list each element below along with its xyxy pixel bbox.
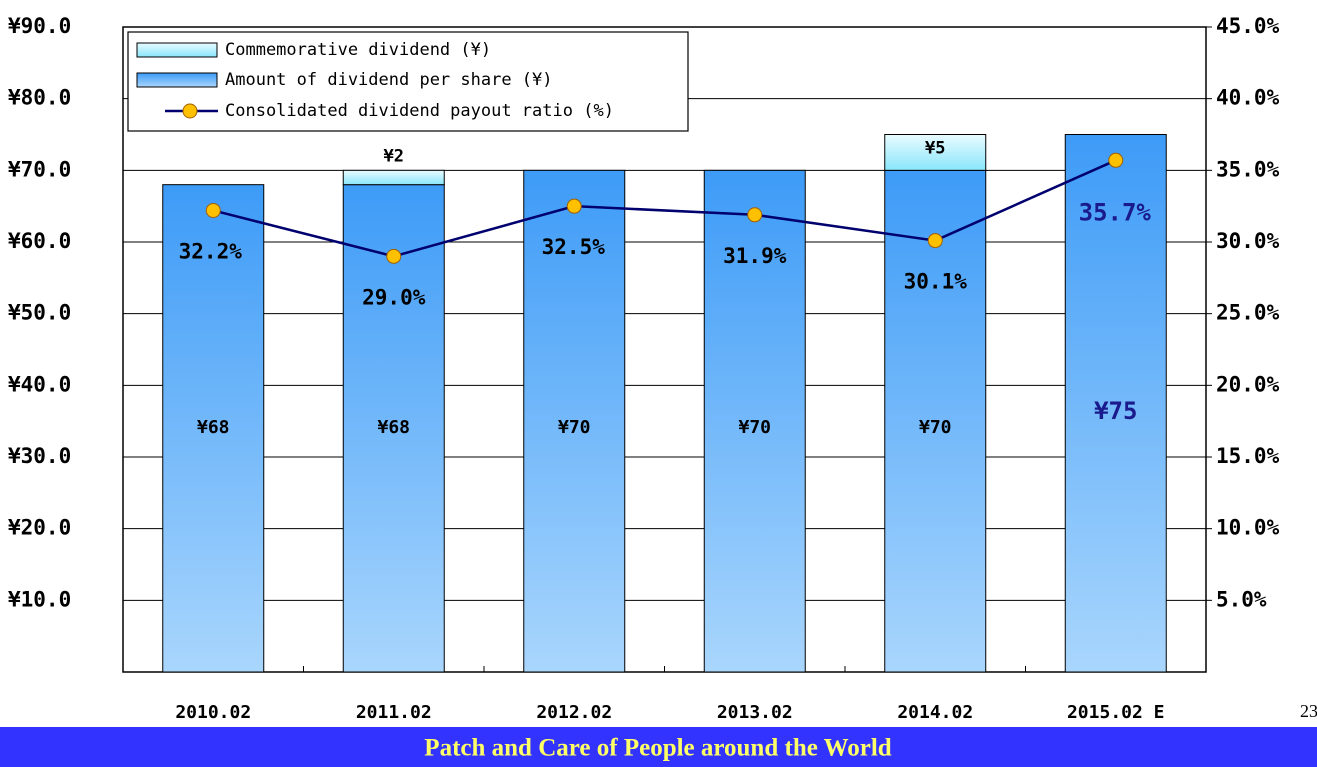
x-tick-label: 2015.02 E [1067, 702, 1165, 723]
bar [703, 169, 806, 673]
bar [342, 184, 445, 673]
ratio-label: 32.2% [179, 239, 243, 263]
ratio-marker [386, 248, 402, 264]
bar-label: ¥5 [925, 139, 945, 159]
y2-tick-label: 10.0% [1216, 516, 1280, 540]
bar [342, 169, 445, 186]
y2-tick-label: 20.0% [1216, 372, 1280, 396]
legend-label: Amount of dividend per share (¥) [225, 70, 553, 90]
legend-swatch [136, 42, 218, 58]
bar-label: ¥75 [1094, 397, 1137, 425]
bar-label: ¥70 [738, 417, 771, 438]
page-number: 23 [1300, 701, 1317, 721]
x-tick-label: 2014.02 [897, 702, 973, 723]
y-tick-label: ¥40.0 [8, 372, 71, 396]
ratio-marker [747, 207, 763, 223]
y-tick-label: ¥10.0 [8, 587, 71, 611]
bar [523, 169, 626, 673]
y-tick-label: ¥30.0 [8, 444, 71, 468]
y2-tick-label: 40.0% [1216, 86, 1280, 110]
y-tick-label: ¥80.0 [8, 86, 71, 110]
footer-band [0, 727, 1317, 767]
legend-swatch [182, 103, 198, 119]
y2-tick-label: 5.0% [1216, 587, 1267, 611]
bar-label: ¥70 [919, 417, 952, 438]
bar-label: ¥68 [377, 417, 410, 438]
ratio-marker [927, 233, 943, 249]
y2-tick-label: 25.0% [1216, 301, 1280, 325]
legend-label: Consolidated dividend payout ratio (%) [225, 101, 614, 121]
x-tick-label: 2013.02 [717, 702, 793, 723]
bar [884, 169, 987, 673]
bar-label: ¥70 [558, 417, 591, 438]
y2-tick-label: 45.0% [1216, 14, 1280, 38]
legend-label: Commemorative dividend (¥) [225, 40, 491, 60]
legend-box [127, 31, 689, 132]
y-tick-label: ¥50.0 [8, 301, 71, 325]
ratio-label: 30.1% [904, 270, 968, 294]
legend-swatch [136, 72, 218, 88]
bar [1064, 134, 1167, 673]
ratio-marker [205, 202, 221, 218]
ratio-label: 31.9% [723, 244, 787, 268]
ratio-label: 35.7% [1079, 198, 1152, 226]
ratio-marker [1108, 152, 1124, 168]
ratio-marker [566, 198, 582, 214]
ratio-label: 29.0% [362, 285, 426, 309]
y2-tick-label: 15.0% [1216, 444, 1280, 468]
y-tick-label: ¥70.0 [8, 157, 71, 181]
y2-tick-label: 30.0% [1216, 229, 1280, 253]
y2-tick-label: 35.0% [1216, 157, 1280, 181]
bar-label: ¥2 [384, 146, 404, 166]
y-tick-label: ¥60.0 [8, 229, 71, 253]
x-tick-label: 2011.02 [356, 702, 432, 723]
bar-label: ¥68 [197, 417, 230, 438]
y-tick-label: ¥20.0 [8, 516, 71, 540]
ratio-line [212, 159, 1117, 258]
x-tick-label: 2010.02 [175, 702, 251, 723]
y-tick-label: ¥90.0 [8, 14, 71, 38]
x-tick-label: 2012.02 [536, 702, 612, 723]
bar [162, 184, 265, 673]
ratio-label: 32.5% [542, 235, 606, 259]
footer-slogan: Patch and Care of People around the Worl… [424, 735, 891, 762]
bar [884, 134, 987, 171]
